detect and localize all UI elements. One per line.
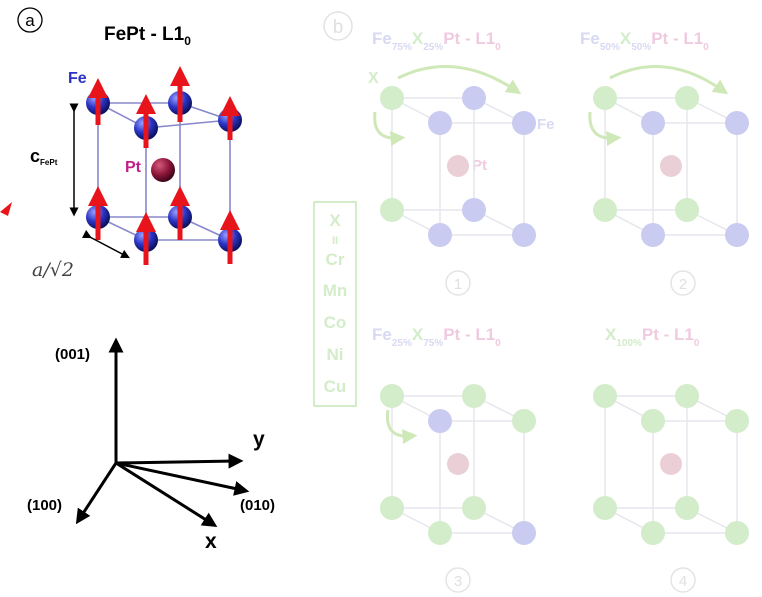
x-label: X (368, 70, 379, 87)
pt-label-b: Pt (472, 157, 487, 174)
faded-x-atom (641, 521, 665, 545)
faded-fe-atom (462, 198, 486, 222)
panel-a-title: FePt - L10 (104, 24, 191, 48)
faded-fe-atom (428, 223, 452, 247)
element-legend-box (313, 201, 357, 407)
faded-unit-cell (593, 384, 749, 545)
faded-x-atom (725, 409, 749, 433)
faded-fe-atom (428, 409, 452, 433)
faded-fe-atom (428, 111, 452, 135)
faded-fe-atom (725, 223, 749, 247)
faded-fe-atom (462, 86, 486, 110)
faded-fe-atom (641, 223, 665, 247)
faded-fe-atom (641, 111, 665, 135)
axis-y-label: y (253, 428, 265, 451)
faded-x-atom (593, 86, 617, 110)
axis-010-label: (010) (240, 497, 275, 514)
faded-x-atom (380, 198, 404, 222)
faded-x-atom (593, 384, 617, 408)
panel-b-label-circle (323, 11, 353, 41)
swap-arrows (373, 64, 729, 445)
faded-x-atom (641, 409, 665, 433)
axis-x (115, 461, 218, 528)
axis-y (115, 453, 244, 469)
cell-2-title: Fe50%X50%Pt - L10 (580, 29, 709, 53)
fe-label-b: Fe (537, 116, 555, 133)
cell-4-title: X100%Pt - L10 (605, 325, 700, 349)
svg-text:Cr: Cr (326, 250, 345, 269)
faded-fe-atom (725, 111, 749, 135)
faded-x-atom (593, 198, 617, 222)
svg-text:II: II (332, 235, 338, 247)
axis-100-label: (100) (27, 497, 62, 514)
faded-fe-atom (512, 223, 536, 247)
faded-x-atom (428, 521, 452, 545)
faded-unit-cell (593, 86, 749, 247)
faded-pt-atom (660, 155, 682, 177)
svg-text:X: X (329, 211, 341, 230)
faded-x-atom (380, 384, 404, 408)
svg-text:1: 1 (454, 276, 462, 293)
svg-text:Ni: Ni (327, 345, 344, 364)
svg-text:Co: Co (324, 313, 347, 332)
panel-a-label: a (25, 11, 35, 30)
element-legend: X II Cr Mn Co Ni Cu (323, 211, 348, 396)
svg-text:Mn: Mn (323, 281, 348, 300)
svg-text:Cu: Cu (324, 377, 347, 396)
pt-atom (151, 158, 175, 182)
svg-text:3: 3 (454, 573, 462, 590)
faded-x-atom (380, 86, 404, 110)
panel-a-label-circle (17, 7, 43, 33)
faded-unit-cell (380, 86, 536, 247)
faded-pt-atom (447, 453, 469, 475)
cell-3-title: Fe25%X75%Pt - L10 (372, 325, 501, 349)
faded-x-atom (675, 86, 699, 110)
a-label: a/√2 (32, 259, 74, 281)
pt-label: Pt (125, 159, 142, 176)
cell-1-title: Fe75%X25%Pt - L10 (372, 29, 501, 53)
fe-label: Fe (68, 70, 87, 87)
axes-diagram: (001) y (100) (010) x (27, 337, 275, 553)
panel-b: b X II Cr Mn Co Ni Cu Fe75%X25%Pt - L10 … (313, 11, 749, 593)
axis-001-label: (001) (55, 346, 90, 363)
faded-fe-atom (512, 521, 536, 545)
axis-010 (115, 461, 250, 496)
panel-b-label: b (333, 17, 344, 38)
faded-x-atom (380, 496, 404, 520)
faded-x-atom (512, 409, 536, 433)
faded-fe-atom (512, 111, 536, 135)
faded-x-atom (675, 384, 699, 408)
svg-text:4: 4 (679, 573, 687, 590)
faded-x-atom (725, 521, 749, 545)
faded-x-atom (675, 496, 699, 520)
a-dimension-arrow (81, 229, 130, 259)
faded-x-atom (462, 384, 486, 408)
faded-pt-atom (447, 155, 469, 177)
faded-x-atom (593, 496, 617, 520)
spin-arrows (88, 66, 240, 265)
svg-text:2: 2 (679, 276, 687, 293)
faded-unit-cell (380, 384, 536, 545)
axis-100 (75, 462, 118, 525)
cell-numbers: 1 2 3 4 (445, 270, 696, 593)
faded-pt-atom (660, 453, 682, 475)
axis-x-label: x (205, 530, 217, 553)
panel-a: a FePt - L10 Pt Fe (0, 7, 242, 281)
c-label: cFePt (30, 146, 58, 167)
faded-x-atom (675, 198, 699, 222)
faded-x-atom (462, 496, 486, 520)
edge-arrow-fragment (0, 202, 12, 216)
